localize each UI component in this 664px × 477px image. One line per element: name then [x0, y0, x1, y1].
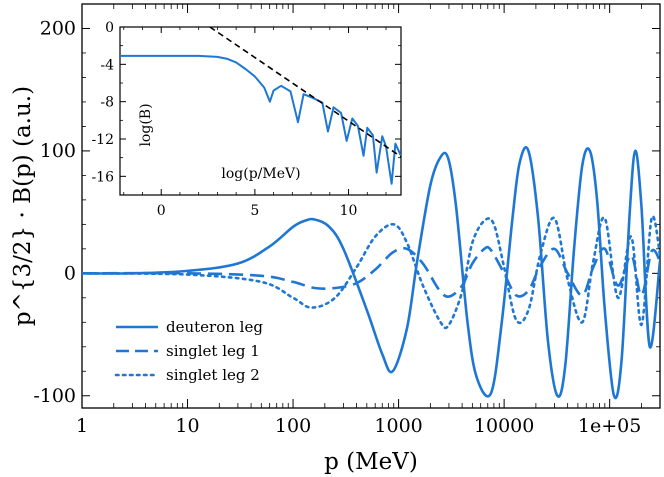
- y-tick-label: 200: [40, 17, 76, 39]
- x-axis-title: p (MeV): [324, 449, 418, 475]
- inset-x-tick-label: 0: [157, 203, 166, 219]
- series-line-3: [82, 214, 660, 330]
- y-tick-label: 0: [64, 262, 76, 284]
- inset-y-axis-title: log(B): [138, 103, 154, 146]
- x-tick-label: 100: [275, 415, 311, 437]
- inset-x-tick-label: 5: [250, 203, 259, 219]
- inset-series-line-2: [209, 27, 401, 158]
- inset-y-tick-label: -8: [100, 95, 114, 111]
- y-tick-label: -100: [33, 385, 76, 407]
- x-tick-label: 10: [175, 415, 199, 437]
- x-tick-label: 1e+05: [578, 415, 641, 437]
- legend-label-1: deuteron leg: [166, 318, 263, 336]
- series-line-1: [82, 146, 660, 400]
- series-line-2: [82, 245, 660, 298]
- legend-label-2: singlet leg 1: [166, 342, 260, 360]
- inset-y-tick-label: -4: [100, 57, 114, 73]
- y-axis-title: p^{3/2} · B(p) (a.u.): [10, 86, 36, 326]
- y-tick-label: 100: [40, 140, 76, 162]
- inset-x-tick-label: 10: [340, 203, 358, 219]
- inset-y-tick-label: -16: [91, 169, 114, 185]
- inset-y-tick-label: 0: [105, 20, 114, 36]
- x-tick-label: 1000: [374, 415, 422, 437]
- main-plot-frame: [81, 3, 661, 409]
- inset-y-tick-label: -12: [91, 132, 114, 148]
- inset-x-axis-title: log(p/MeV): [221, 166, 300, 182]
- x-tick-label: 1: [76, 415, 88, 437]
- x-tick-label: 10000: [474, 415, 534, 437]
- legend-label-3: singlet leg 2: [166, 366, 260, 384]
